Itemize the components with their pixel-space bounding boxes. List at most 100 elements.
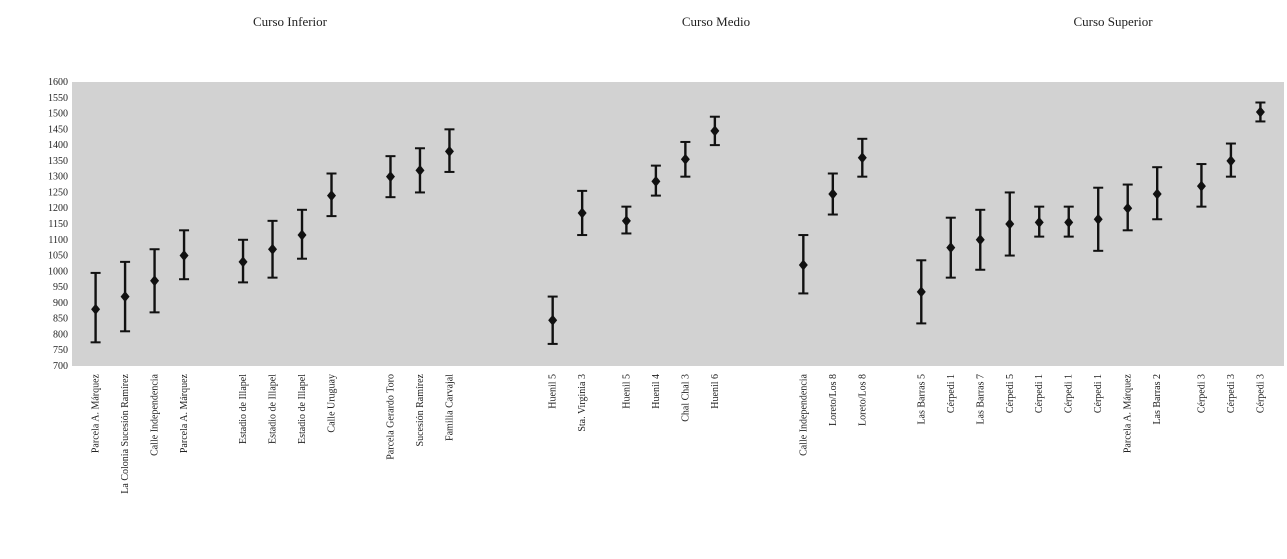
x-tick-label: Las Barras 7 [975, 374, 986, 425]
data-point-marker [1255, 106, 1265, 118]
y-tick-label: 750 [53, 345, 68, 356]
data-point-marker [1064, 216, 1074, 228]
data-point-marker [150, 275, 160, 287]
x-tick-label: Parcela Gerardo Toro [385, 374, 396, 460]
x-tick-label: Las Barras 5 [916, 374, 927, 425]
data-point-marker [828, 188, 838, 200]
y-tick-label: 1350 [48, 156, 68, 167]
x-tick-label: Chal Chal 3 [680, 374, 691, 422]
x-tick-label: Loreto/Los 8 [857, 374, 868, 426]
x-tick-label: Estadio de Illapel [297, 374, 308, 444]
data-point-marker [1005, 218, 1015, 230]
error-bar-point [1152, 166, 1163, 221]
error-bar-point [297, 208, 308, 260]
data-point-marker [444, 145, 454, 157]
y-tick-label: 850 [53, 314, 68, 325]
data-point-marker [297, 229, 307, 241]
y-tick-label: 1150 [48, 219, 68, 230]
y-tick-label: 1200 [48, 203, 68, 214]
x-tick-label: Parcela A. Márquez [179, 373, 190, 453]
error-bar-point [1255, 101, 1266, 123]
data-point-marker [385, 171, 395, 183]
error-bar-point [827, 172, 838, 216]
data-point-marker [710, 125, 720, 137]
data-point-marker [621, 215, 631, 227]
data-point-marker [268, 243, 278, 255]
x-tick-label: Huenil 5 [548, 374, 559, 409]
error-bar-point [1196, 163, 1207, 208]
x-tick-label: Cérpedi 1 [946, 374, 957, 413]
error-bar-point [1063, 205, 1074, 238]
y-tick-label: 900 [53, 298, 68, 309]
error-bar-point [1034, 205, 1045, 238]
data-point-marker [916, 286, 926, 298]
x-tick-label: Cérpedi 1 [1034, 374, 1045, 413]
data-point-marker [238, 256, 248, 268]
error-bar-point [945, 216, 956, 279]
section-title-superior: Curso Superior [1073, 14, 1153, 29]
data-point-marker [91, 303, 101, 315]
y-tick-label: 800 [53, 329, 68, 340]
error-bar-point [149, 248, 160, 314]
x-tick-label: Cérpedi 3 [1196, 374, 1207, 413]
error-bar-point [547, 295, 558, 345]
plot-area [72, 82, 1284, 366]
y-tick-label: 1550 [48, 93, 68, 104]
data-point-marker [680, 153, 690, 165]
data-point-marker [415, 164, 425, 176]
data-point-marker [1093, 213, 1103, 225]
x-tick-label: Las Barras 2 [1152, 374, 1163, 425]
error-bar-point [1225, 142, 1236, 178]
data-point-marker [120, 291, 130, 303]
x-tick-label: Parcela A. Márquez [91, 373, 102, 453]
data-point-marker [1152, 188, 1162, 200]
error-bar-point [798, 234, 809, 295]
data-point-marker [1123, 202, 1133, 214]
x-tick-label: Huenil 5 [621, 374, 632, 409]
error-bar-point [621, 205, 632, 235]
y-tick-label: 1400 [48, 140, 68, 151]
x-tick-label: Cérpedi 5 [1005, 374, 1016, 413]
y-tick-label: 1000 [48, 266, 68, 277]
section-title-inferior: Curso Inferior [253, 14, 328, 29]
x-tick-label: Huenil 4 [651, 374, 662, 409]
error-bar-point [680, 140, 691, 178]
error-bar-point [975, 208, 986, 271]
x-tick-label: Calle Independencia [150, 373, 161, 455]
error-bar-point [916, 259, 927, 325]
error-bar-point [120, 260, 131, 333]
error-bar-point [709, 115, 720, 147]
data-point-marker [548, 314, 558, 326]
error-bar-point [1093, 186, 1104, 252]
error-bar-point [857, 137, 868, 178]
x-tick-label: Parcela A. Márquez [1123, 373, 1134, 453]
y-tick-label: 1250 [48, 187, 68, 198]
data-point-marker [798, 259, 808, 271]
x-tick-label: Estadio de Illapel [268, 374, 279, 444]
y-tick-label: 1500 [48, 109, 68, 120]
y-tick-label: 950 [53, 282, 68, 293]
x-tick-label: Sucesión Ramírez [415, 373, 426, 446]
x-axis: Parcela A. Márquez La Colonia Sucesión Ra… [91, 373, 1267, 493]
y-tick-label: 1050 [48, 251, 68, 262]
error-bar-point [90, 271, 101, 344]
y-tick-label: 1300 [48, 172, 68, 183]
error-bar-point [238, 238, 249, 284]
x-tick-label: Cérpedi 3 [1255, 374, 1266, 413]
error-bar-point [650, 164, 661, 197]
data-point-marker [651, 175, 661, 187]
data-point-marker [1034, 216, 1044, 228]
x-tick-label: Cérpedi 3 [1226, 374, 1237, 413]
error-bar-point [577, 189, 588, 237]
x-tick-label: Calle Uruguay [327, 374, 338, 433]
error-bar-point [385, 155, 396, 199]
data-point-marker [327, 190, 337, 202]
y-tick-label: 1100 [48, 235, 68, 246]
x-tick-label: Calle Independencia [798, 373, 809, 455]
data-point-marker [1226, 155, 1236, 167]
x-tick-label: Cérpedi 1 [1064, 374, 1075, 413]
x-tick-label: Estadio de Illapel [238, 374, 249, 444]
x-tick-label: La Colonia Sucesión Ramírez [120, 373, 131, 493]
y-tick-label: 700 [53, 361, 68, 372]
